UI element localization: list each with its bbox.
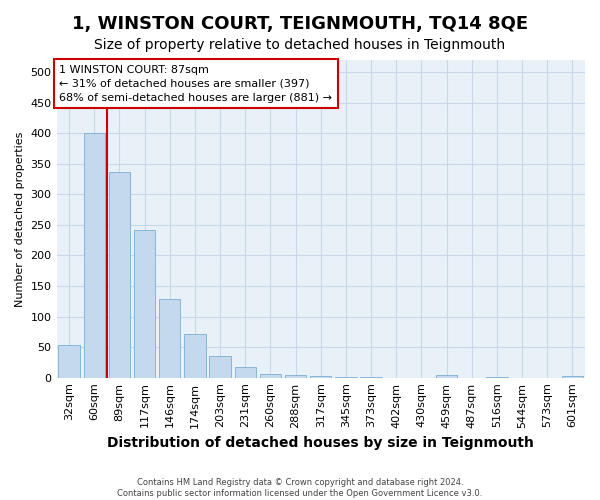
Bar xyxy=(83,134,105,378)
Text: Contains HM Land Registry data © Crown copyright and database right 2024.
Contai: Contains HM Land Registry data © Crown c… xyxy=(118,478,482,498)
Y-axis label: Number of detached properties: Number of detached properties xyxy=(15,131,25,306)
Bar xyxy=(260,374,281,378)
Bar xyxy=(486,377,508,378)
Bar xyxy=(335,377,356,378)
Text: Size of property relative to detached houses in Teignmouth: Size of property relative to detached ho… xyxy=(94,38,506,52)
Bar xyxy=(184,334,206,378)
X-axis label: Distribution of detached houses by size in Teignmouth: Distribution of detached houses by size … xyxy=(107,436,534,450)
Bar xyxy=(361,377,382,378)
Text: 1, WINSTON COURT, TEIGNMOUTH, TQ14 8QE: 1, WINSTON COURT, TEIGNMOUTH, TQ14 8QE xyxy=(72,15,528,33)
Bar xyxy=(134,230,155,378)
Bar xyxy=(109,172,130,378)
Bar xyxy=(436,374,457,378)
Bar xyxy=(235,366,256,378)
Text: 1 WINSTON COURT: 87sqm
← 31% of detached houses are smaller (397)
68% of semi-de: 1 WINSTON COURT: 87sqm ← 31% of detached… xyxy=(59,65,332,103)
Bar xyxy=(285,374,307,378)
Bar xyxy=(58,346,80,378)
Bar xyxy=(310,376,331,378)
Bar xyxy=(159,300,181,378)
Bar xyxy=(562,376,583,378)
Bar xyxy=(209,356,231,378)
